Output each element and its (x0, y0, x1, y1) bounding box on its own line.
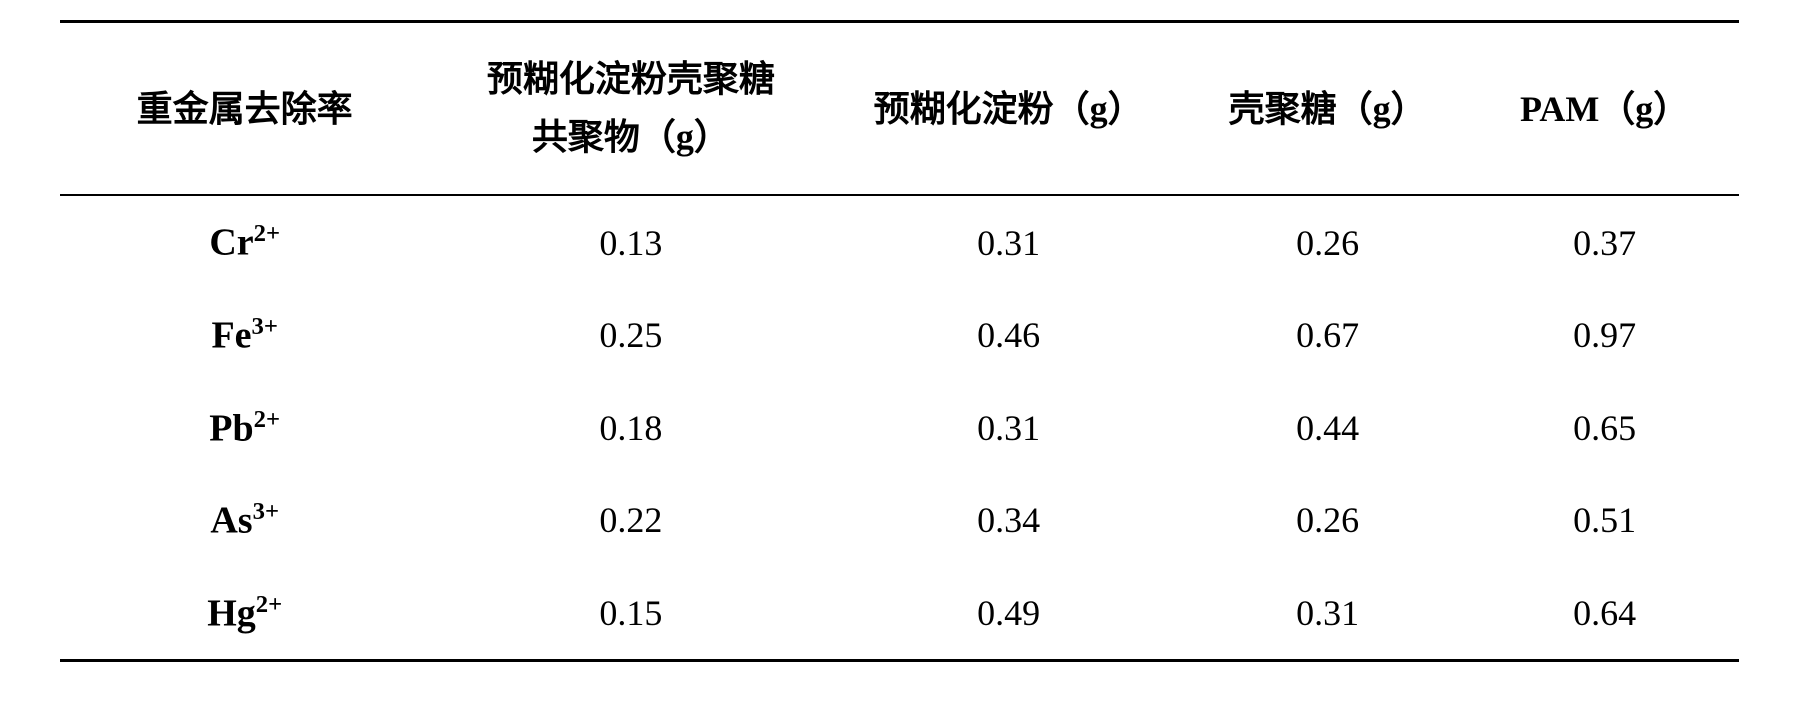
ion-charge: 3+ (253, 498, 279, 525)
table-row: Hg2+ 0.15 0.49 0.31 0.64 (60, 567, 1739, 661)
cell-value: 0.18 (429, 382, 832, 475)
header-col-2-line1: 预糊化淀粉壳聚糖 (487, 59, 775, 99)
cell-value: 0.46 (832, 289, 1185, 382)
table-row: As3+ 0.22 0.34 0.26 0.51 (60, 474, 1739, 567)
row-label-ion: Fe3+ (60, 289, 429, 382)
ion-symbol: As (210, 500, 252, 542)
table-body: Cr2+ 0.13 0.31 0.26 0.37 Fe3+ 0.25 0.46 … (60, 195, 1739, 661)
header-col-1: 重金属去除率 (60, 22, 429, 196)
cell-value: 0.26 (1185, 474, 1470, 567)
header-col-5: PAM（g） (1470, 22, 1739, 196)
table-row: Cr2+ 0.13 0.31 0.26 0.37 (60, 195, 1739, 289)
ion-charge: 2+ (254, 406, 280, 433)
data-table: 重金属去除率 预糊化淀粉壳聚糖 共聚物（g） 预糊化淀粉（g） 壳聚糖（g） P… (60, 20, 1739, 662)
ion-symbol: Fe (211, 315, 251, 357)
row-label-ion: Hg2+ (60, 567, 429, 661)
row-label-ion: Pb2+ (60, 382, 429, 475)
cell-value: 0.67 (1185, 289, 1470, 382)
cell-value: 0.49 (832, 567, 1185, 661)
header-col-2: 预糊化淀粉壳聚糖 共聚物（g） (429, 22, 832, 196)
cell-value: 0.15 (429, 567, 832, 661)
header-col-3: 预糊化淀粉（g） (832, 22, 1185, 196)
header-col-2-content: 预糊化淀粉壳聚糖 共聚物（g） (487, 51, 775, 166)
row-label-ion: Cr2+ (60, 195, 429, 289)
header-row: 重金属去除率 预糊化淀粉壳聚糖 共聚物（g） 预糊化淀粉（g） 壳聚糖（g） P… (60, 22, 1739, 196)
row-label-ion: As3+ (60, 474, 429, 567)
cell-value: 0.13 (429, 195, 832, 289)
header-col-4: 壳聚糖（g） (1185, 22, 1470, 196)
cell-value: 0.31 (1185, 567, 1470, 661)
table-row: Pb2+ 0.18 0.31 0.44 0.65 (60, 382, 1739, 475)
ion-symbol: Pb (209, 407, 253, 449)
table-header: 重金属去除率 预糊化淀粉壳聚糖 共聚物（g） 预糊化淀粉（g） 壳聚糖（g） P… (60, 22, 1739, 196)
cell-value: 0.25 (429, 289, 832, 382)
cell-value: 0.31 (832, 382, 1185, 475)
cell-value: 0.44 (1185, 382, 1470, 475)
ion-charge: 3+ (252, 313, 278, 340)
cell-value: 0.65 (1470, 382, 1739, 475)
ion-charge: 2+ (254, 220, 280, 247)
cell-value: 0.37 (1470, 195, 1739, 289)
cell-value: 0.31 (832, 195, 1185, 289)
ion-symbol: Hg (207, 592, 256, 634)
ion-symbol: Cr (209, 222, 253, 264)
table-row: Fe3+ 0.25 0.46 0.67 0.97 (60, 289, 1739, 382)
cell-value: 0.22 (429, 474, 832, 567)
cell-value: 0.34 (832, 474, 1185, 567)
cell-value: 0.64 (1470, 567, 1739, 661)
cell-value: 0.51 (1470, 474, 1739, 567)
header-col-2-line2: 共聚物（g） (532, 117, 730, 157)
cell-value: 0.97 (1470, 289, 1739, 382)
cell-value: 0.26 (1185, 195, 1470, 289)
ion-charge: 2+ (256, 591, 282, 618)
